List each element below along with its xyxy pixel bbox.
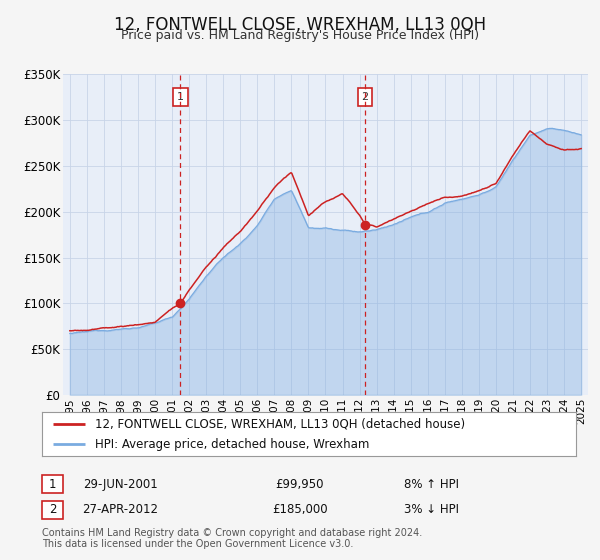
Text: 1: 1 [177,92,184,102]
Text: 27-APR-2012: 27-APR-2012 [82,503,158,516]
Text: 2: 2 [361,92,368,102]
Text: 12, FONTWELL CLOSE, WREXHAM, LL13 0QH: 12, FONTWELL CLOSE, WREXHAM, LL13 0QH [114,16,486,34]
Text: 12, FONTWELL CLOSE, WREXHAM, LL13 0QH (detached house): 12, FONTWELL CLOSE, WREXHAM, LL13 0QH (d… [95,417,466,430]
Text: Contains HM Land Registry data © Crown copyright and database right 2024.: Contains HM Land Registry data © Crown c… [42,528,422,538]
Text: HPI: Average price, detached house, Wrexham: HPI: Average price, detached house, Wrex… [95,438,370,451]
Text: 2: 2 [49,503,56,516]
Text: 3% ↓ HPI: 3% ↓ HPI [404,503,460,516]
Text: 29-JUN-2001: 29-JUN-2001 [83,478,157,491]
Text: 1: 1 [49,478,56,491]
Text: £185,000: £185,000 [272,503,328,516]
Text: This data is licensed under the Open Government Licence v3.0.: This data is licensed under the Open Gov… [42,539,353,549]
Text: £99,950: £99,950 [276,478,324,491]
Text: Price paid vs. HM Land Registry's House Price Index (HPI): Price paid vs. HM Land Registry's House … [121,29,479,42]
Text: 8% ↑ HPI: 8% ↑ HPI [404,478,460,491]
